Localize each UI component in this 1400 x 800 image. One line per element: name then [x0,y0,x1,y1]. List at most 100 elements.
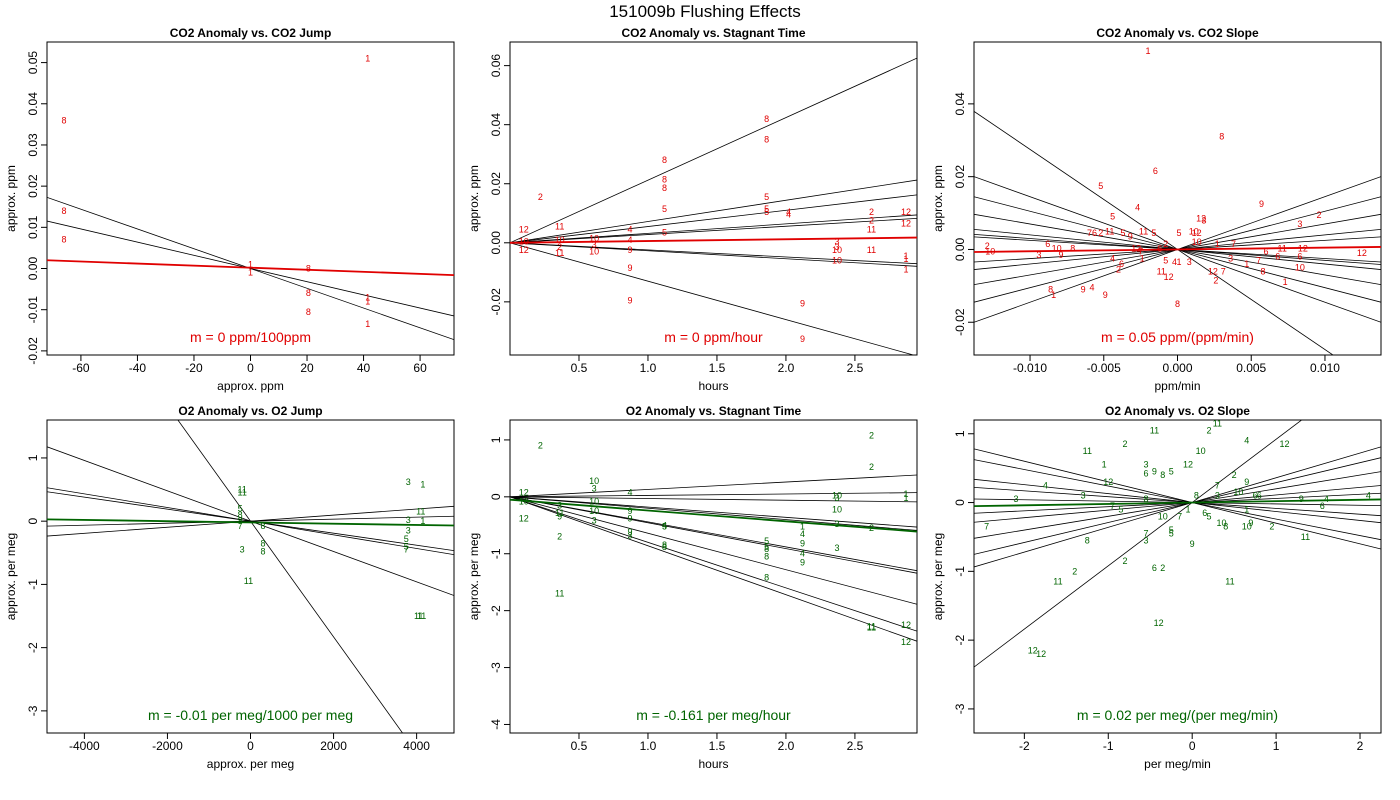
data-point-label: 12 [1298,243,1308,253]
y-axis-label: approx. per meg [467,533,481,620]
x-tick-label: -60 [72,361,90,375]
y-tick-label: -0.02 [489,288,503,316]
figure-title: 151009b Flushing Effects [609,2,801,21]
data-point-label: 11 [414,611,423,621]
y-tick-label: -3 [26,705,40,716]
data-point-label: 12 [519,513,529,523]
data-point-label: 12 [519,245,529,255]
data-point-label: 8 [764,134,769,144]
x-tick-label: 60 [413,361,427,375]
x-tick-label: 1.5 [709,739,726,753]
x-tick-label: -40 [129,361,147,375]
data-point-label: 12 [901,637,911,647]
data-point-label: 6 [1297,252,1302,262]
y-tick-label: 0.05 [26,51,40,75]
data-point-label: 3 [834,543,839,553]
data-point-label: 3 [834,519,839,529]
fit-line [974,457,1381,555]
data-point-label: 9 [1058,250,1063,260]
data-point-label: 9 [1244,477,1249,487]
data-point-label: 5 [764,536,769,546]
data-point-label: 5 [1163,255,1168,265]
data-point-label: 10 [832,504,842,514]
slope-annotation: m = 0.02 per meg/(per meg/min) [1077,707,1278,723]
data-point-label: 8 [764,552,769,562]
data-point-label: 7 [984,522,989,532]
data-point-label: 11 [555,222,564,232]
x-tick-label: 2.5 [847,739,864,753]
data-point-label: 2 [1072,566,1077,576]
data-point-label: 8 [260,521,265,531]
data-point-label: 8 [61,206,66,216]
data-point-label: 8 [764,114,769,124]
data-point-label: 2 [1232,470,1237,480]
data-point-label: 2 [869,216,874,226]
data-point-label: 7 [1138,246,1143,256]
data-point-label: 8 [238,510,243,520]
data-point-label: 10 [589,233,599,243]
data-point-label: 1 [903,489,908,499]
mean-fit-line [47,518,454,527]
data-point-label: 10 [1192,237,1202,247]
data-point-label: 5 [404,541,409,551]
data-point-label: 8 [662,155,667,165]
data-point-label: 1 [248,268,253,278]
y-tick-label: -1 [953,566,967,577]
data-point-label: 12 [1103,477,1113,487]
data-point-label: 4 [800,529,805,539]
data-point-label: 5 [1151,228,1156,238]
data-point-label: 8 [1194,491,1199,501]
data-point-label: 12 [1357,248,1367,258]
data-point-label: 1 [903,264,908,274]
x-tick-label: 0 [247,739,254,753]
x-tick-label: 0 [1189,739,1196,753]
y-tick-label: 0.02 [953,165,967,189]
x-axis-label: per meg/min [1144,757,1211,771]
data-point-label: 1 [1215,239,1220,249]
data-point-label: 10 [985,246,995,256]
x-tick-label: 0.000 [1162,361,1192,375]
fit-line [510,496,917,528]
data-point-label: 8 [662,174,667,184]
data-point-label: 6 [1253,491,1258,501]
data-point-label: 7 [1256,255,1261,265]
fit-line [510,496,917,574]
data-point-label: 3 [592,516,597,526]
panel-3: CO2 Anomaly vs. CO2 Slope -0.010 -0.005 0.0… [931,26,1382,393]
data-point-label: 1 [1102,460,1107,470]
y-tick-label: 0 [489,493,503,500]
x-tick-label: -2 [1019,739,1030,753]
fit-line [974,486,1381,517]
data-point-label: 6 [1144,469,1149,479]
data-point-label: 8 [1223,522,1228,532]
data-point-label: 1 [365,319,370,329]
fit-line [510,496,917,605]
y-tick-label: 0 [953,499,967,506]
data-point-label: 9 [800,538,805,548]
data-point-label: 9 [800,334,805,344]
y-tick-label: -0.02 [953,308,967,336]
mean-fit-line [510,498,917,533]
y-tick-label: -1 [489,548,503,559]
data-point-label: 12 [901,219,911,229]
data-point-label: 1 [1176,257,1181,267]
data-point-label: 7 [238,521,243,531]
data-point-label: 8 [1048,284,1053,294]
data-point-label: 1 [420,479,425,489]
y-axis-label: approx. per meg [4,533,18,620]
data-point-label: 10 [1217,518,1227,528]
y-tick-label: 0.00 [489,231,503,255]
x-tick-label: 0 [247,361,254,375]
y-tick-label: 1 [953,430,967,437]
x-tick-label: 0.010 [1310,361,1340,375]
x-axis-label: hours [698,757,728,771]
data-point-label: 5 [764,542,769,552]
data-point-label: 11 [1053,577,1062,587]
data-point-label: 2 [557,242,562,252]
data-point-label: 3 [592,239,597,249]
data-point-label: 10 [1189,226,1199,236]
slope-annotation: m = -0.01 per meg/1000 per meg [148,707,353,723]
data-point-label: 11 [238,488,247,498]
data-point-label: 12 [1154,618,1164,628]
data-point-label: 3 [1013,494,1018,504]
